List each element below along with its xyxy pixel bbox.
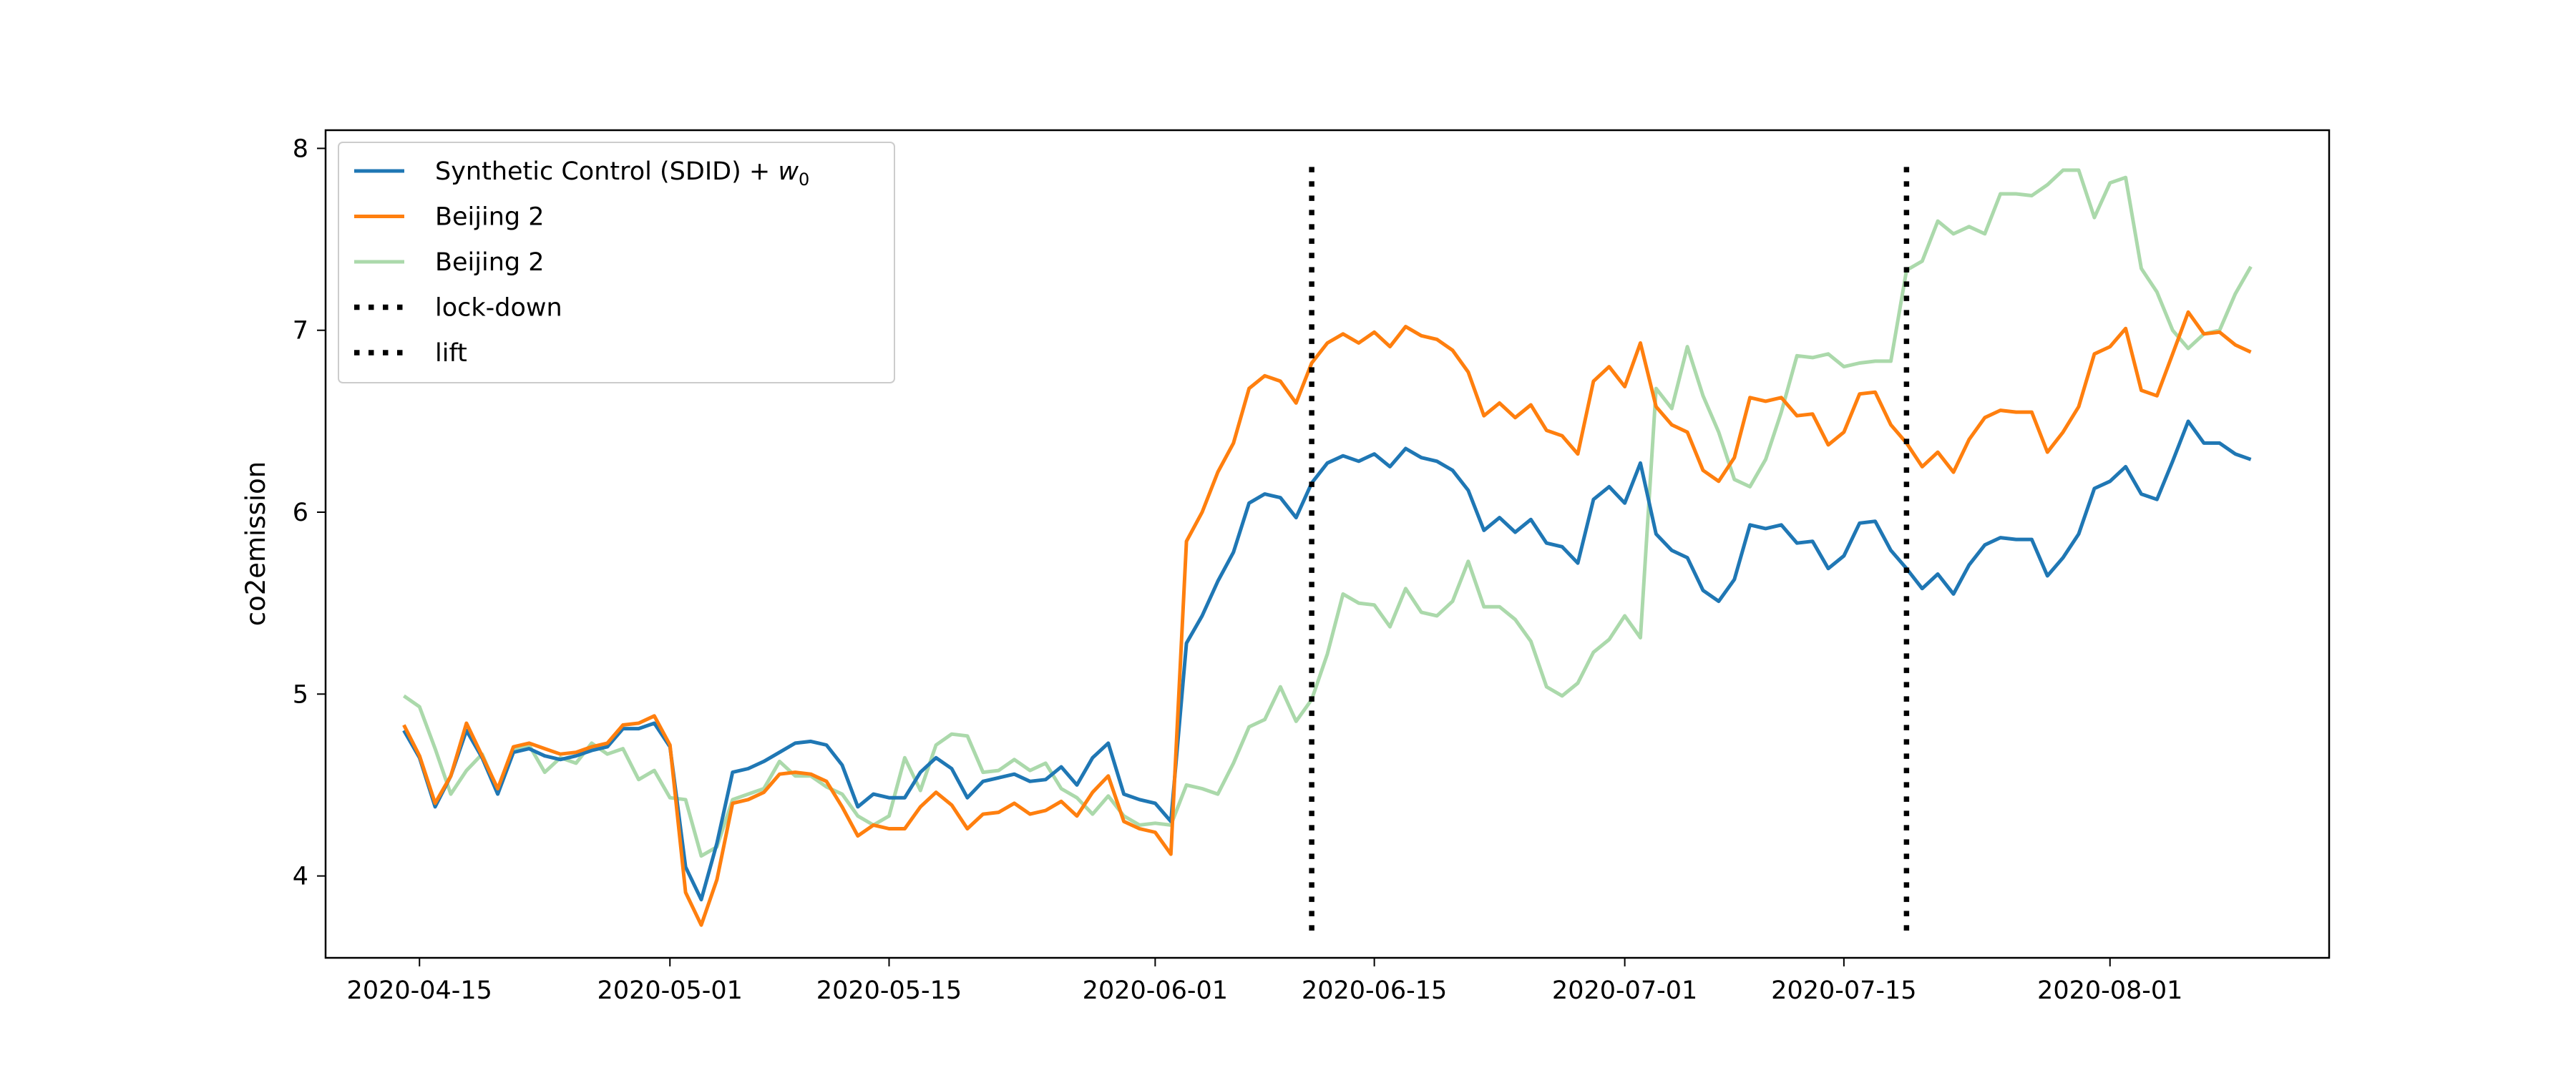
legend-label: lift xyxy=(435,339,467,368)
x-tick-label: 2020-05-01 xyxy=(597,976,743,1005)
y-tick-label: 6 xyxy=(293,499,308,527)
legend-label: lock-down xyxy=(435,294,562,323)
x-tick-label: 2020-07-15 xyxy=(1771,976,1916,1005)
x-tick-label: 2020-07-01 xyxy=(1552,976,1697,1005)
x-axis: 2020-04-15 2020-05-01 2020-05-15 2020-06-01… xyxy=(347,958,2182,1005)
legend-box xyxy=(338,142,895,383)
x-tick-label: 2020-06-01 xyxy=(1083,976,1228,1005)
series-line-2 xyxy=(402,310,2252,927)
x-tick-label: 2020-04-15 xyxy=(347,976,492,1005)
series-layer xyxy=(402,166,2253,931)
y-axis: 4 5 6 7 8 xyxy=(293,134,326,891)
x-tick-label: 2020-08-01 xyxy=(2037,976,2182,1005)
plot-frame xyxy=(324,129,2331,959)
legend-label: Beijing 2 xyxy=(435,248,545,277)
y-tick-label: 7 xyxy=(293,317,308,346)
series-line-1 xyxy=(402,419,2252,902)
legend-label: Beijing 2 xyxy=(435,203,545,232)
y-tick-label: 8 xyxy=(293,134,308,163)
x-tick-label: 2020-06-15 xyxy=(1302,976,1447,1005)
y-tick-label: 4 xyxy=(293,863,308,891)
x-tick-label: 2020-05-15 xyxy=(816,976,962,1005)
legend: Synthetic Control (SDID) + w0 Beijing 2 Be… xyxy=(338,142,895,383)
y-tick-label: 5 xyxy=(293,680,308,709)
y-axis-label: co2emission xyxy=(240,461,271,627)
legend-label: Synthetic Control (SDID) + w0 xyxy=(435,157,809,190)
series-line-3 xyxy=(402,168,2253,858)
